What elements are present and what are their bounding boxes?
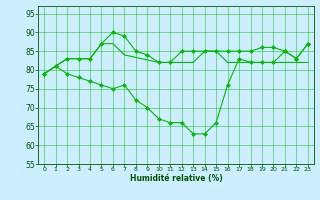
X-axis label: Humidité relative (%): Humidité relative (%) [130, 174, 222, 183]
